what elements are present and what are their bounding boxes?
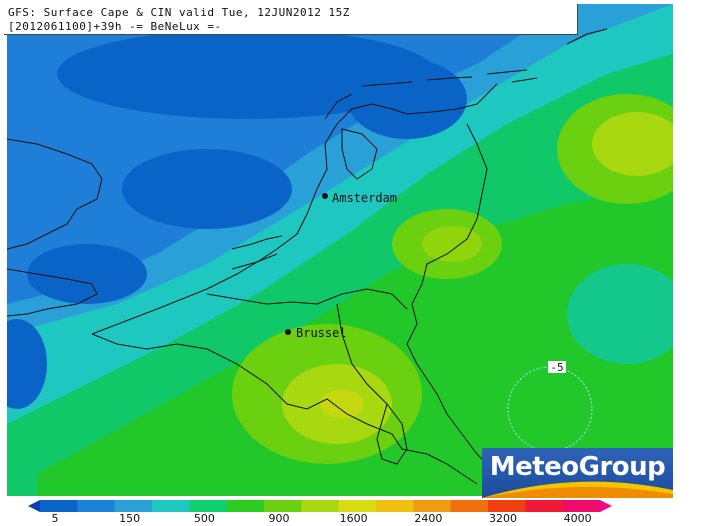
- field-deep-blue-sw: [7, 319, 47, 409]
- colorbar: [28, 500, 612, 512]
- field-deep-blue-north: [57, 29, 437, 119]
- colorbar-swatch: [338, 500, 377, 512]
- colorbar-swatch: [488, 500, 526, 512]
- colorbar-swatch: [562, 500, 601, 512]
- colorbar-swatch: [450, 500, 489, 512]
- colorbar-swatch: [77, 500, 116, 512]
- colorbar-arrow-right: [600, 500, 612, 512]
- colorbar-label: 500: [193, 512, 215, 525]
- colorbar-label: 3200: [489, 512, 517, 525]
- colorbar-swatch: [525, 500, 564, 512]
- colorbar-swatch: [152, 500, 190, 512]
- colorbar-swatch: [376, 500, 414, 512]
- colorbar-swatch: [40, 500, 78, 512]
- cape-map[interactable]: -5 Amsterdam Brussel: [7, 4, 673, 496]
- colorbar-swatch: [114, 500, 153, 512]
- colorbar-label: 2400: [414, 512, 443, 525]
- colorbar-swatch: [264, 500, 302, 512]
- colorbar-label: 1600: [339, 512, 368, 525]
- colorbar-arrow-left: [28, 500, 40, 512]
- colorbar-label: 150: [119, 512, 141, 525]
- field-deep-blue-west: [27, 244, 147, 304]
- field-teal-right: [567, 264, 673, 364]
- colorbar-label: 900: [268, 512, 290, 525]
- brussel-label: Brussel: [296, 326, 347, 340]
- map-frame: -5 Amsterdam Brussel: [7, 4, 673, 496]
- colorbar-label: 4000: [563, 512, 592, 525]
- colorbar-swatch: [226, 500, 265, 512]
- field-deep-blue-northsea: [122, 149, 292, 229]
- chart-title: GFS: Surface Cape & CIN valid Tue, 12JUN…: [8, 6, 350, 19]
- colorbar-label: 5: [51, 512, 59, 525]
- amsterdam-marker: [322, 193, 328, 199]
- meteogroup-logo[interactable]: MeteoGroup: [482, 448, 673, 498]
- field-deep-blue-waddenzee: [347, 59, 467, 139]
- colorbar-swatch: [189, 500, 228, 512]
- cin-label-box: [548, 361, 566, 373]
- amsterdam-label: Amsterdam: [332, 191, 397, 205]
- cin-label: -5: [550, 361, 563, 374]
- field-east-core: [422, 226, 482, 262]
- colorbar-swatch: [413, 500, 452, 512]
- brussel-marker: [285, 329, 291, 335]
- chart-title-box: GFS: Surface Cape & CIN valid Tue, 12JUN…: [4, 4, 578, 35]
- logo-text: MeteoGroup: [489, 452, 666, 482]
- chart-subtitle: [2012061100]+39h -= BeNeLux =-: [8, 20, 222, 33]
- field-yellow-core: [320, 390, 364, 418]
- logo-swoosh: [482, 481, 673, 498]
- field-ne-core: [592, 112, 673, 176]
- colorbar-swatch: [301, 500, 340, 512]
